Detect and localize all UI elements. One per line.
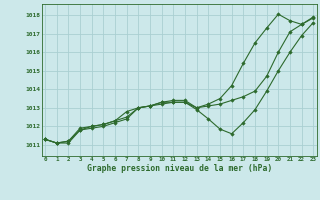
X-axis label: Graphe pression niveau de la mer (hPa): Graphe pression niveau de la mer (hPa) [87,164,272,173]
